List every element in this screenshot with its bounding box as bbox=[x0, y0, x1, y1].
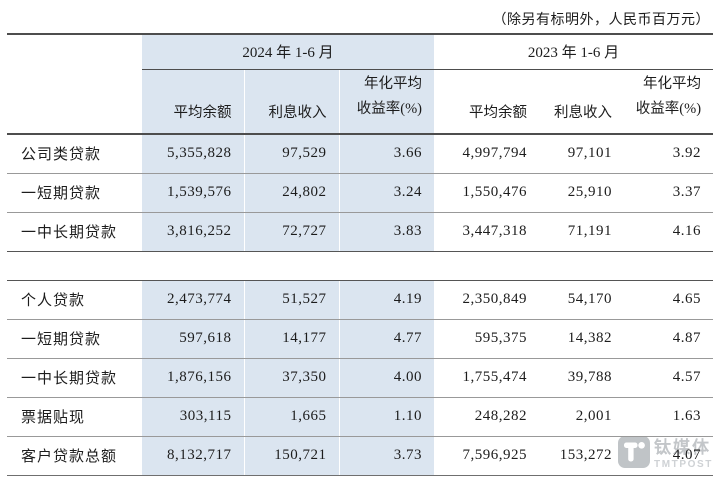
cell-2023-interest-income: 25,910 bbox=[539, 173, 625, 213]
cell-2024-yield: 4.00 bbox=[339, 358, 435, 398]
corner-empty-cell bbox=[7, 34, 142, 69]
table-row-discounted-bills: 票据贴现 303,115 1,665 1.10 248,282 2,001 1.… bbox=[7, 397, 714, 437]
cell-2023-yield: 4.16 bbox=[624, 212, 714, 252]
cell-2024-interest-income: 14,177 bbox=[244, 319, 340, 359]
table-row-personal-loans: 个人贷款 2,473,774 51,527 4.19 2,350,849 54,… bbox=[7, 280, 714, 320]
row-label: 一短期贷款 bbox=[7, 173, 142, 213]
cell-2024-interest-income: 150,721 bbox=[244, 436, 340, 476]
row-label: 票据贴现 bbox=[7, 397, 142, 437]
cell-2024-yield: 3.73 bbox=[339, 436, 435, 476]
cell-2024-avg-balance: 303,115 bbox=[142, 397, 245, 437]
cell-2024-interest-income: 1,665 bbox=[244, 397, 340, 437]
cell-2024-interest-income: 24,802 bbox=[244, 173, 340, 213]
cell-2023-yield: 1.63 bbox=[624, 397, 714, 437]
cell-2023-interest-income: 97,101 bbox=[539, 134, 625, 174]
cell-2023-yield: 3.37 bbox=[624, 173, 714, 213]
cell-2023-interest-income: 71,191 bbox=[539, 212, 625, 252]
cell-2023-avg-balance: 3,447,318 bbox=[434, 212, 540, 252]
header-2023-yield: 年化平均 收益率(%) bbox=[624, 69, 714, 135]
label-column-header bbox=[7, 69, 142, 135]
cell-2023-yield: 4.87 bbox=[624, 319, 714, 359]
table-row-short-term-personal-loans: 一短期贷款 597,618 14,177 4.77 595,375 14,382… bbox=[7, 319, 714, 359]
header-2023-interest-income: 利息收入 bbox=[539, 69, 625, 135]
column-header-row: 平均余额 利息收入 年化平均 收益率(%) 平均余额 利息收入 年化平均 收益率… bbox=[7, 69, 714, 135]
cell-2024-yield: 3.66 bbox=[339, 134, 435, 174]
cell-2023-avg-balance: 4,997,794 bbox=[434, 134, 540, 174]
cell-2024-yield: 3.83 bbox=[339, 212, 435, 252]
spacer-row bbox=[7, 251, 714, 281]
cell-2024-yield: 1.10 bbox=[339, 397, 435, 437]
row-label: 客户贷款总额 bbox=[7, 436, 142, 476]
cell-2023-interest-income: 14,382 bbox=[539, 319, 625, 359]
table-row-medium-long-term-personal-loans: 一中长期贷款 1,876,156 37,350 4.00 1,755,474 3… bbox=[7, 358, 714, 398]
cell-2023-interest-income: 2,001 bbox=[539, 397, 625, 437]
cell-2023-yield: 4.57 bbox=[624, 358, 714, 398]
cell-2023-avg-balance: 7,596,925 bbox=[434, 436, 540, 476]
cell-2024-avg-balance: 597,618 bbox=[142, 319, 245, 359]
cell-2023-interest-income: 39,788 bbox=[539, 358, 625, 398]
row-label: 一短期贷款 bbox=[7, 319, 142, 359]
row-label: 一中长期贷款 bbox=[7, 358, 142, 398]
row-label: 个人贷款 bbox=[7, 280, 142, 320]
cell-2024-yield: 3.24 bbox=[339, 173, 435, 213]
table-row-short-term-loans: 一短期贷款 1,539,576 24,802 3.24 1,550,476 25… bbox=[7, 173, 714, 213]
cell-2024-avg-balance: 1,876,156 bbox=[142, 358, 245, 398]
cell-2023-avg-balance: 248,282 bbox=[434, 397, 540, 437]
table-row-total-customer-loans: 客户贷款总额 8,132,717 150,721 3.73 7,596,925 … bbox=[7, 436, 714, 476]
spacer-cell bbox=[7, 251, 714, 281]
cell-2023-avg-balance: 1,755,474 bbox=[434, 358, 540, 398]
cell-2024-yield: 4.19 bbox=[339, 280, 435, 320]
row-label: 公司类贷款 bbox=[7, 134, 142, 174]
cell-2024-yield: 4.77 bbox=[339, 319, 435, 359]
header-2024-yield: 年化平均 收益率(%) bbox=[339, 69, 435, 135]
cell-2023-interest-income: 54,170 bbox=[539, 280, 625, 320]
cell-2023-interest-income: 153,272 bbox=[539, 436, 625, 476]
cell-2023-yield: 3.92 bbox=[624, 134, 714, 174]
cell-2024-interest-income: 37,350 bbox=[244, 358, 340, 398]
table-row-medium-long-term-loans: 一中长期贷款 3,816,252 72,727 3.83 3,447,318 7… bbox=[7, 212, 714, 252]
loan-yield-table: 2024 年 1-6 月 2023 年 1-6 月 平均余额 利息收入 年化平均… bbox=[7, 33, 714, 476]
row-label: 一中长期贷款 bbox=[7, 212, 142, 252]
period-header-row: 2024 年 1-6 月 2023 年 1-6 月 bbox=[7, 34, 714, 70]
cell-2024-interest-income: 97,529 bbox=[244, 134, 340, 174]
cell-2023-yield: 4.07 bbox=[624, 436, 714, 476]
cell-2023-yield: 4.65 bbox=[624, 280, 714, 320]
cell-2024-avg-balance: 2,473,774 bbox=[142, 280, 245, 320]
header-2024-interest-income: 利息收入 bbox=[244, 69, 340, 135]
cell-2024-avg-balance: 8,132,717 bbox=[142, 436, 245, 476]
header-2023-avg-balance: 平均余额 bbox=[434, 69, 540, 135]
table-row-corporate-loans: 公司类贷款 5,355,828 97,529 3.66 4,997,794 97… bbox=[7, 134, 714, 174]
cell-2024-avg-balance: 1,539,576 bbox=[142, 173, 245, 213]
period-2024-header: 2024 年 1-6 月 bbox=[142, 34, 435, 70]
cell-2024-avg-balance: 5,355,828 bbox=[142, 134, 245, 174]
cell-2024-interest-income: 72,727 bbox=[244, 212, 340, 252]
cell-2023-avg-balance: 2,350,849 bbox=[434, 280, 540, 320]
cell-2024-interest-income: 51,527 bbox=[244, 280, 340, 320]
header-2024-avg-balance: 平均余额 bbox=[142, 69, 245, 135]
cell-2023-avg-balance: 1,550,476 bbox=[434, 173, 540, 213]
unit-note: （除另有标明外，人民币百万元） bbox=[492, 13, 710, 28]
cell-2024-avg-balance: 3,816,252 bbox=[142, 212, 245, 252]
period-2023-header: 2023 年 1-6 月 bbox=[434, 34, 714, 70]
cell-2023-avg-balance: 595,375 bbox=[434, 319, 540, 359]
